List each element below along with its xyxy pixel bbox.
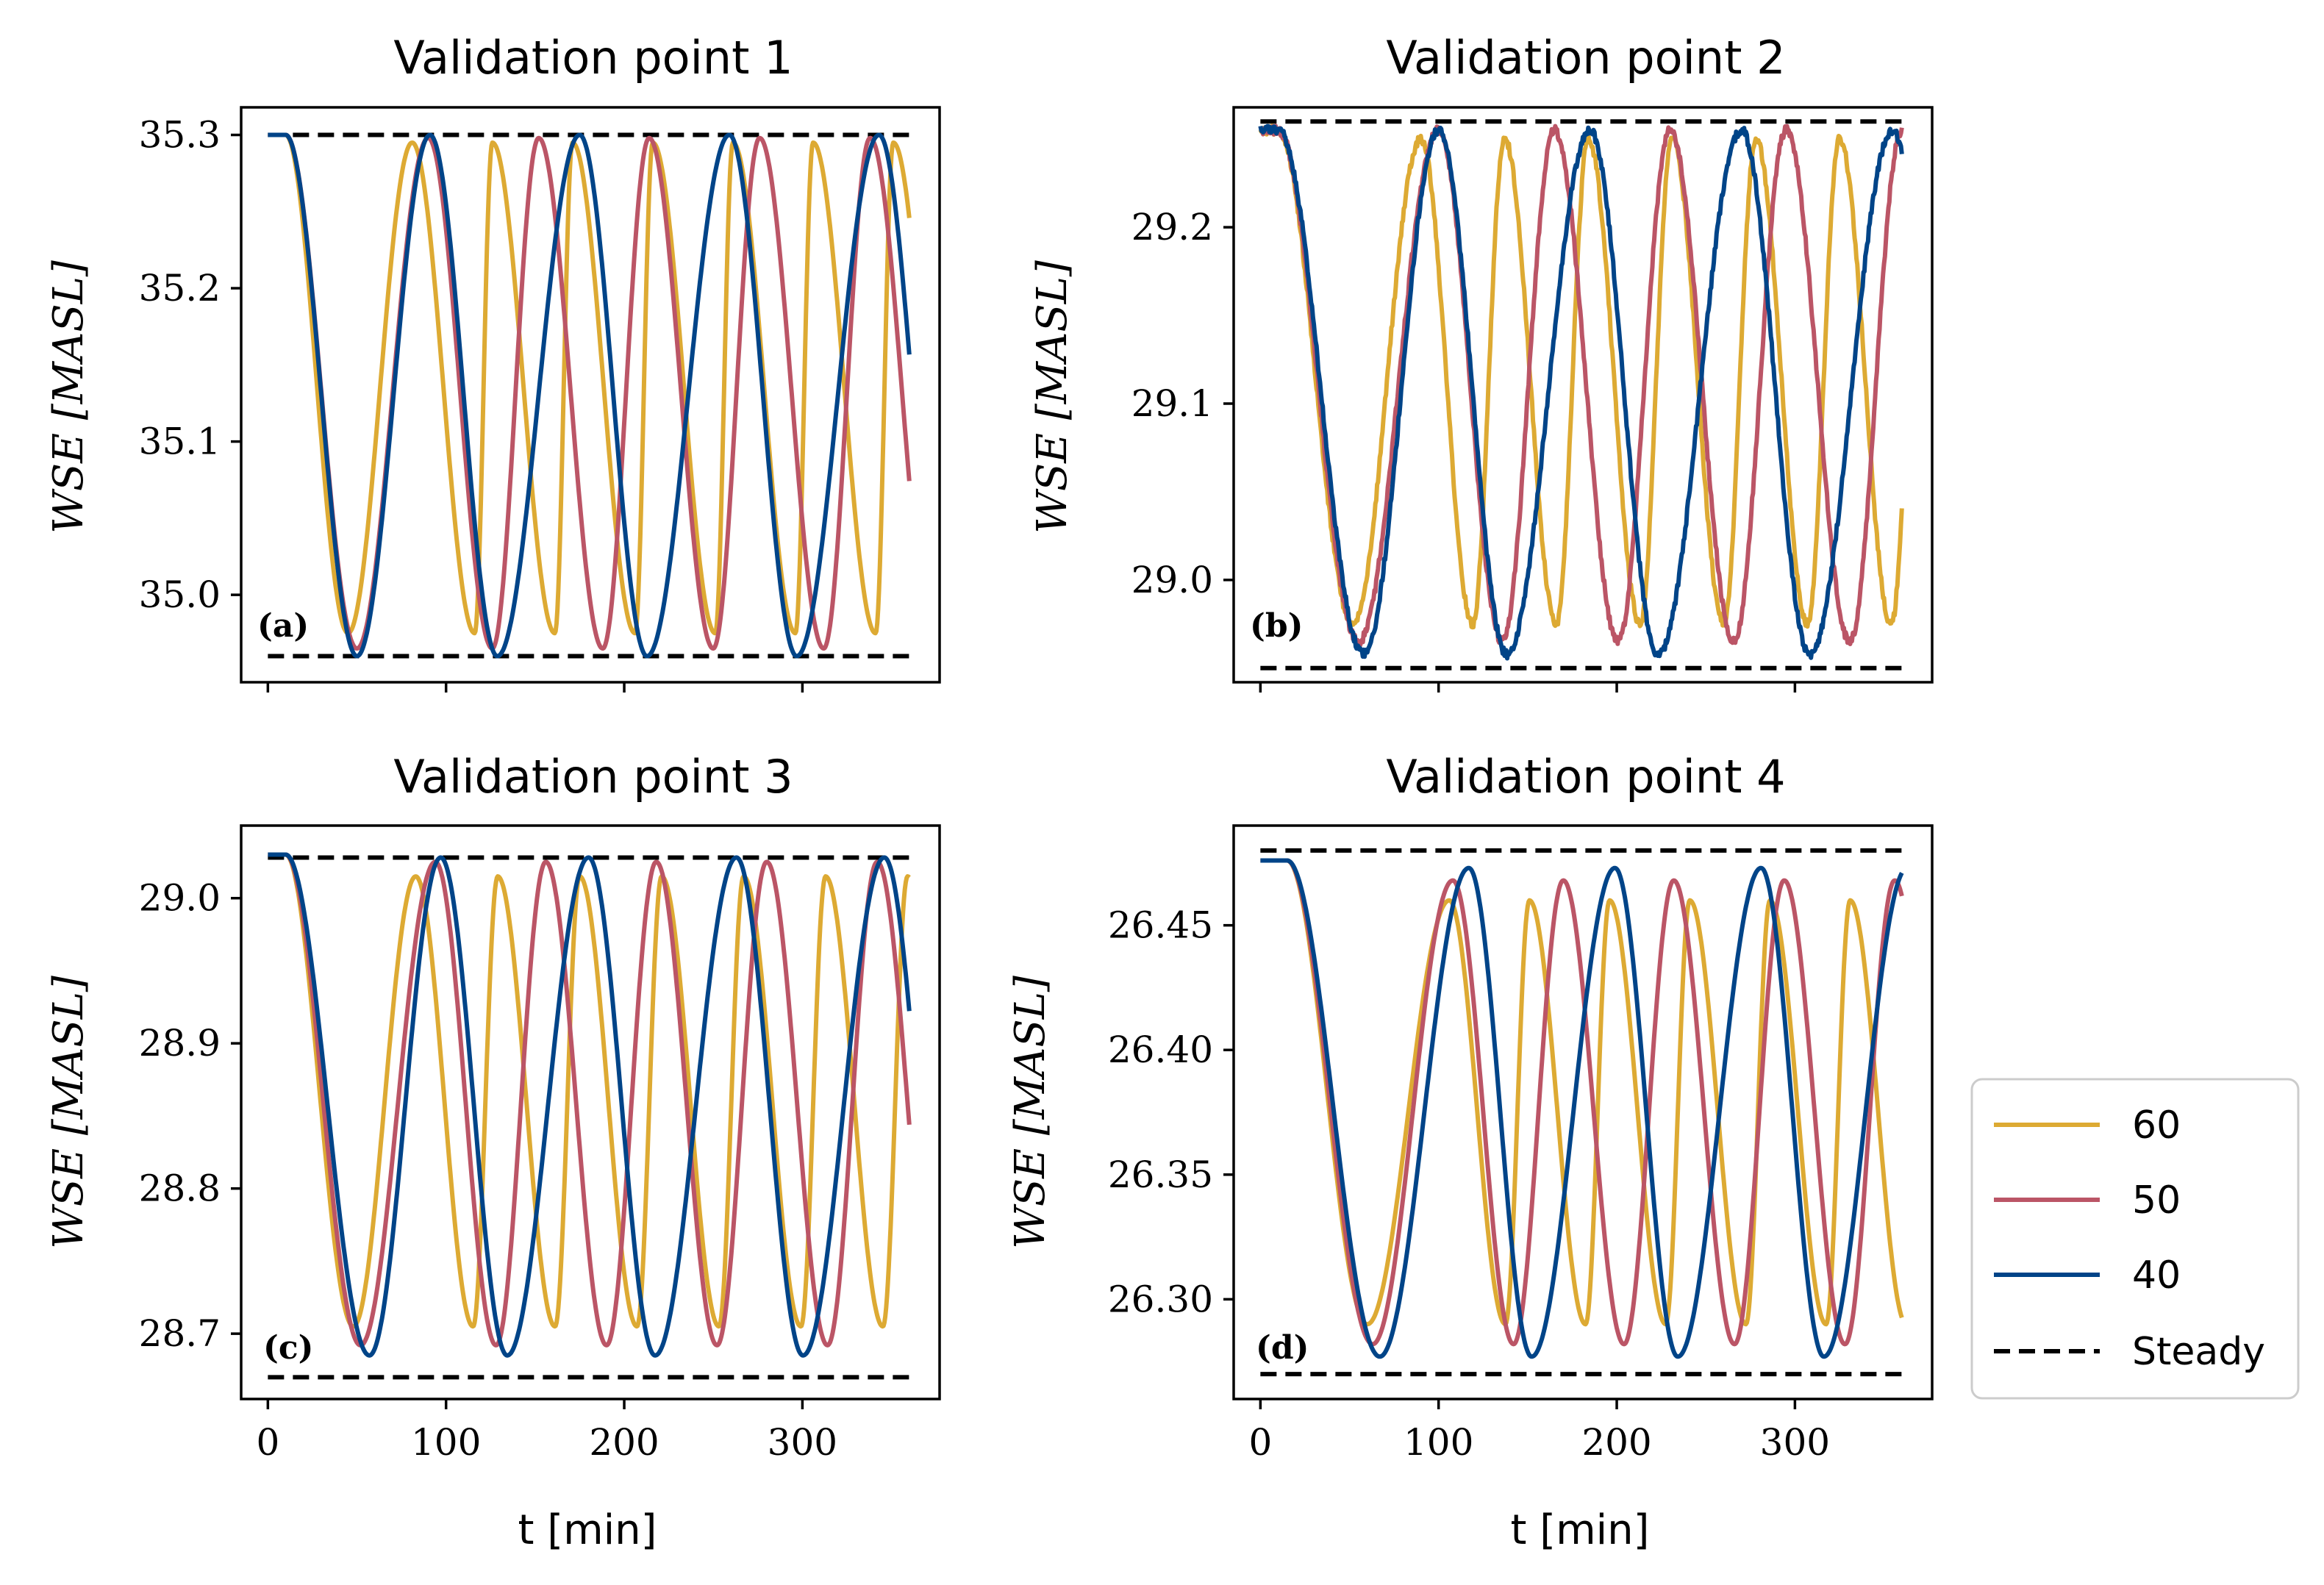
series-line-50 — [266, 852, 912, 1348]
series-line-60 — [266, 132, 912, 636]
y-tick-label: 35.2 — [139, 267, 221, 310]
legend-label-60: 60 — [2132, 1103, 2181, 1148]
x-tick-label: 300 — [768, 1421, 837, 1464]
x-tick-label: 200 — [589, 1421, 659, 1464]
axes-frame — [1232, 824, 1934, 1400]
legend-label-50: 50 — [2132, 1178, 2181, 1223]
panel-1-title: Validation point 1 — [393, 31, 793, 85]
y-tick-label: 28.8 — [139, 1167, 221, 1210]
panel-2-ylabel: WSE [MASL] — [1029, 260, 1076, 534]
axes-frame — [1232, 106, 1934, 684]
y-tick-label: 26.35 — [1108, 1153, 1213, 1196]
panel-2-tag: (b) — [1250, 607, 1303, 645]
y-tick-label: 35.1 — [139, 421, 221, 463]
series-line-40 — [266, 132, 912, 659]
chart-panel-2: Validation point 2 WSE [MASL] (b) 29.0 29… — [1029, 31, 1934, 693]
x-tick-label: 0 — [256, 1421, 279, 1464]
legend-label-40: 40 — [2132, 1253, 2181, 1298]
x-tick-label: 200 — [1581, 1421, 1651, 1464]
legend-frame — [1970, 1078, 2300, 1400]
panel-4-ylabel: WSE [MASL] — [1007, 976, 1054, 1249]
x-tick-label: 0 — [1248, 1421, 1272, 1464]
axes-frame — [240, 824, 941, 1400]
panel-3-ylabel: WSE [MASL] — [45, 976, 93, 1249]
y-tick-label: 35.0 — [139, 573, 221, 616]
panel-3-title: Validation point 3 — [393, 750, 793, 804]
x-tick-label: 100 — [411, 1421, 481, 1464]
panel-3-xlabel: t [min] — [518, 1506, 657, 1554]
axes-frame — [240, 106, 941, 684]
chart-panel-3: Validation point 3 WSE [MASL] t [min] (c… — [45, 750, 941, 1554]
y-tick-label: 29.0 — [1131, 559, 1213, 601]
panel-1-ylabel: WSE [MASL] — [45, 260, 93, 534]
legend: 60 50 40 Steady — [1970, 1078, 2300, 1400]
panel-1-tag: (a) — [257, 607, 309, 645]
y-tick-label: 29.0 — [139, 877, 221, 920]
panel-4-tag: (d) — [1256, 1329, 1309, 1367]
panel-4-title: Validation point 4 — [1386, 750, 1785, 804]
y-tick-label: 26.45 — [1108, 904, 1213, 947]
series-line-50 — [1259, 124, 1904, 648]
y-tick-label: 29.1 — [1131, 382, 1213, 425]
y-tick-label: 28.7 — [139, 1312, 221, 1355]
chart-panel-1: Validation point 1 WSE [MASL] (a) 35.0 35… — [45, 31, 941, 693]
panel-3-tag: (c) — [263, 1329, 313, 1367]
series-line-60 — [1259, 858, 1904, 1327]
y-tick-label: 28.9 — [139, 1022, 221, 1065]
series-line-40 — [1258, 124, 1904, 661]
chart-panel-4: Validation point 4 WSE [MASL] t [min] (d… — [1007, 750, 1934, 1554]
legend-label-steady: Steady — [2132, 1330, 2265, 1374]
series-line-60 — [1258, 124, 1904, 630]
panel-4-xlabel: t [min] — [1510, 1506, 1649, 1554]
panel-2-title: Validation point 2 — [1386, 31, 1785, 85]
y-tick-label: 29.2 — [1131, 206, 1213, 248]
x-tick-label: 100 — [1404, 1421, 1473, 1464]
y-tick-label: 26.30 — [1108, 1278, 1213, 1320]
series-line-60 — [266, 852, 911, 1329]
series-line-40 — [1259, 858, 1904, 1359]
series-line-40 — [266, 852, 912, 1358]
y-tick-label: 35.3 — [139, 114, 221, 157]
y-tick-label: 26.40 — [1108, 1028, 1213, 1071]
x-tick-label: 300 — [1760, 1421, 1830, 1464]
